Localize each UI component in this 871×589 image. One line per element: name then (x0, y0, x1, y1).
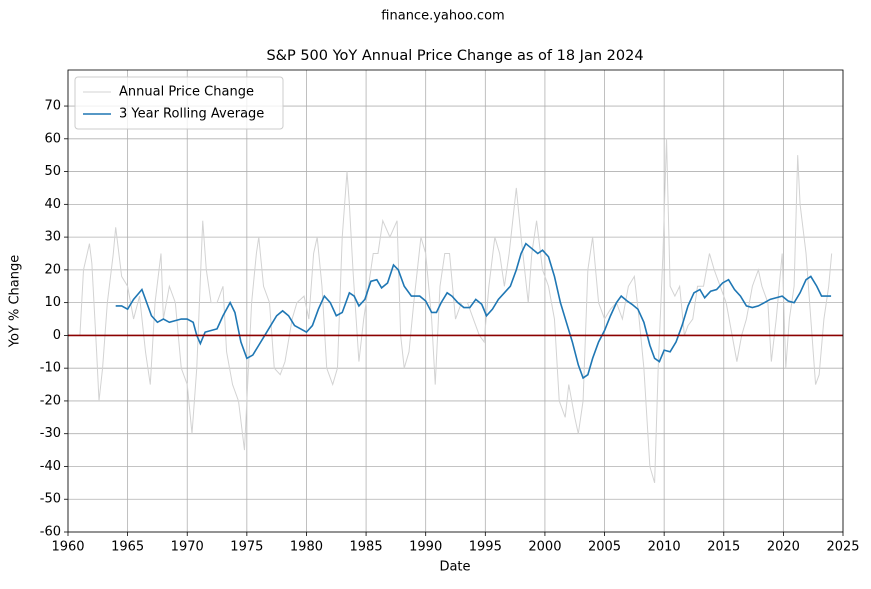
y-tick-label: 60 (44, 131, 61, 146)
x-tick-label: 2015 (707, 540, 740, 555)
y-tick-label: 10 (44, 295, 61, 310)
x-tick-label: 2000 (528, 540, 561, 555)
legend-box (74, 76, 284, 130)
chart-suptitle: finance.yahoo.com (381, 9, 504, 24)
y-tick-label: -10 (40, 361, 61, 376)
y-tick-label: -20 (40, 393, 61, 408)
y-tick-label: -40 (40, 459, 61, 474)
x-tick-label: 1990 (409, 540, 442, 555)
y-tick-label: 50 (44, 164, 61, 179)
x-tick-label: 2010 (648, 540, 681, 555)
x-tick-label: 1965 (111, 540, 144, 555)
y-tick-label: 40 (44, 197, 61, 212)
legend-label: Annual Price Change (119, 85, 254, 100)
x-tick-label: 1985 (350, 540, 383, 555)
y-tick-label: 0 (53, 328, 61, 343)
series-line (79, 138, 833, 483)
y-tick-label: 30 (44, 230, 61, 245)
x-tick-label: 2020 (767, 540, 800, 555)
x-tick-label: 1980 (290, 540, 323, 555)
x-tick-label: 1995 (469, 540, 502, 555)
chart-title: S&P 500 YoY Annual Price Change as of 18… (266, 48, 643, 64)
x-axis-label: Date (439, 560, 470, 575)
legend-label: 3 Year Rolling Average (119, 107, 264, 122)
x-tick-label: 1960 (51, 540, 84, 555)
series-line (115, 242, 832, 380)
x-tick-label: 2025 (826, 540, 859, 555)
x-tick-label: 1970 (171, 540, 204, 555)
x-tick-label: 1975 (230, 540, 263, 555)
y-tick-label: 70 (44, 99, 61, 114)
y-tick-label: -60 (40, 525, 61, 540)
plot-frame (67, 69, 844, 533)
x-tick-label: 2005 (588, 540, 621, 555)
y-tick-label: -30 (40, 426, 61, 441)
y-tick-label: -50 (40, 492, 61, 507)
y-axis-label: YoY % Change (8, 255, 23, 349)
y-tick-label: 20 (44, 262, 61, 277)
